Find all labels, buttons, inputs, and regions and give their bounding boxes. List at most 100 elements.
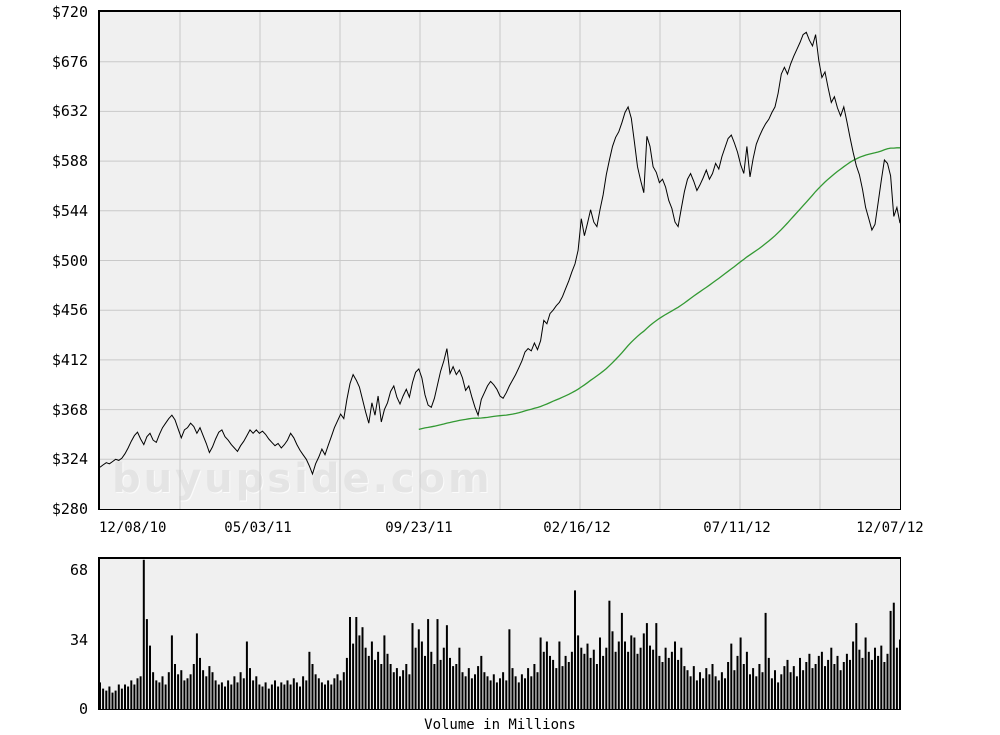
volume-bar [527, 668, 530, 709]
volume-bar [320, 682, 323, 709]
volume-bar [689, 676, 692, 709]
volume-bar [208, 666, 211, 709]
volume-bar [617, 641, 620, 709]
volume-bar [586, 643, 589, 709]
volume-bar [161, 676, 164, 709]
volume-bar [649, 645, 651, 709]
volume-bar [702, 678, 705, 709]
volume-bar [430, 651, 433, 709]
volume-bar [142, 559, 145, 709]
volume-bar [370, 641, 373, 709]
volume-bar [811, 668, 814, 709]
volume-chart-canvas [100, 559, 900, 709]
volume-bar [170, 635, 173, 709]
volume-bar [714, 676, 717, 709]
volume-bar [774, 670, 776, 709]
volume-bar [100, 682, 101, 709]
volume-bar [280, 682, 283, 709]
volume-bar [102, 688, 105, 709]
volume-bar [299, 686, 301, 709]
volume-bar [564, 655, 567, 709]
price-y-tick-label: $720 [51, 3, 88, 21]
volume-bar [608, 600, 611, 709]
volume-bar [267, 688, 270, 709]
volume-bar [230, 684, 233, 709]
price-y-tick-label: $456 [51, 301, 88, 319]
volume-bar [349, 617, 351, 709]
volume-bar [799, 657, 801, 709]
volume-bar [158, 682, 161, 709]
volume-bar [802, 670, 805, 709]
volume-bar [814, 664, 817, 709]
volume-bar [683, 666, 686, 709]
volume-bar [614, 651, 617, 709]
volume-bar [236, 682, 239, 709]
volume-bar [499, 678, 501, 709]
volume-bar [780, 674, 783, 709]
volume-bar [389, 664, 392, 709]
volume-bar [839, 670, 842, 709]
volume-bar [411, 623, 414, 709]
volume-bar [433, 664, 436, 709]
volume-bar [530, 676, 533, 709]
volume-bar [511, 668, 514, 709]
volume-y-tick-label: 0 [78, 700, 88, 718]
volume-bar [317, 678, 320, 709]
volume-bar [152, 672, 155, 709]
volume-bar [189, 674, 192, 709]
volume-bar [374, 659, 376, 709]
volume-bar [577, 635, 580, 709]
volume-bar [574, 590, 576, 709]
volume-bar [367, 655, 370, 709]
volume-chart-plot [98, 557, 901, 710]
volume-bar [542, 651, 545, 709]
date-tick-label: 09/23/11 [385, 520, 453, 536]
volume-bar [549, 655, 551, 709]
volume-bar [739, 637, 742, 709]
volume-bar [636, 653, 639, 709]
volume-bar [524, 678, 526, 709]
volume-bar [502, 672, 505, 709]
volume-bar [155, 680, 158, 709]
volume-bar [642, 633, 645, 709]
volume-bar [899, 639, 900, 709]
volume-bar [242, 678, 245, 709]
volume-bar [852, 641, 855, 709]
volume-bar [745, 651, 748, 709]
volume-bar [611, 631, 614, 709]
volume-bar [867, 651, 870, 709]
volume-bar [583, 653, 586, 709]
volume-bar [302, 676, 305, 709]
volume-bar [311, 664, 314, 709]
watermark: buyupside.com [112, 456, 493, 502]
volume-bar [227, 680, 230, 709]
volume-bar [517, 682, 520, 709]
volume-bar [342, 672, 345, 709]
volume-bar [149, 645, 151, 709]
volume-bar [536, 672, 539, 709]
price-y-tick-label: $676 [51, 53, 88, 71]
volume-bar [224, 686, 226, 709]
volume-bar [261, 686, 264, 709]
volume-bar [314, 674, 317, 709]
volume-bar [205, 676, 208, 709]
volume-bar [467, 668, 470, 709]
volume-bar [783, 666, 786, 709]
price-y-tick-label: $588 [51, 152, 88, 170]
volume-bar [495, 682, 498, 709]
volume-bar [392, 672, 395, 709]
volume-bar [386, 653, 389, 709]
volume-bar [805, 662, 808, 709]
volume-bar [670, 651, 673, 709]
volume-bar [855, 623, 858, 709]
volume-bar [849, 659, 851, 709]
volume-bar [724, 678, 726, 709]
volume-bar [674, 641, 676, 709]
volume-bar [124, 684, 126, 709]
volume-bar [295, 682, 298, 709]
volume-bar [874, 647, 876, 709]
volume-bar [749, 674, 751, 709]
volume-bar [333, 678, 336, 709]
volume-bar [180, 670, 183, 709]
volume-bar [252, 680, 255, 709]
